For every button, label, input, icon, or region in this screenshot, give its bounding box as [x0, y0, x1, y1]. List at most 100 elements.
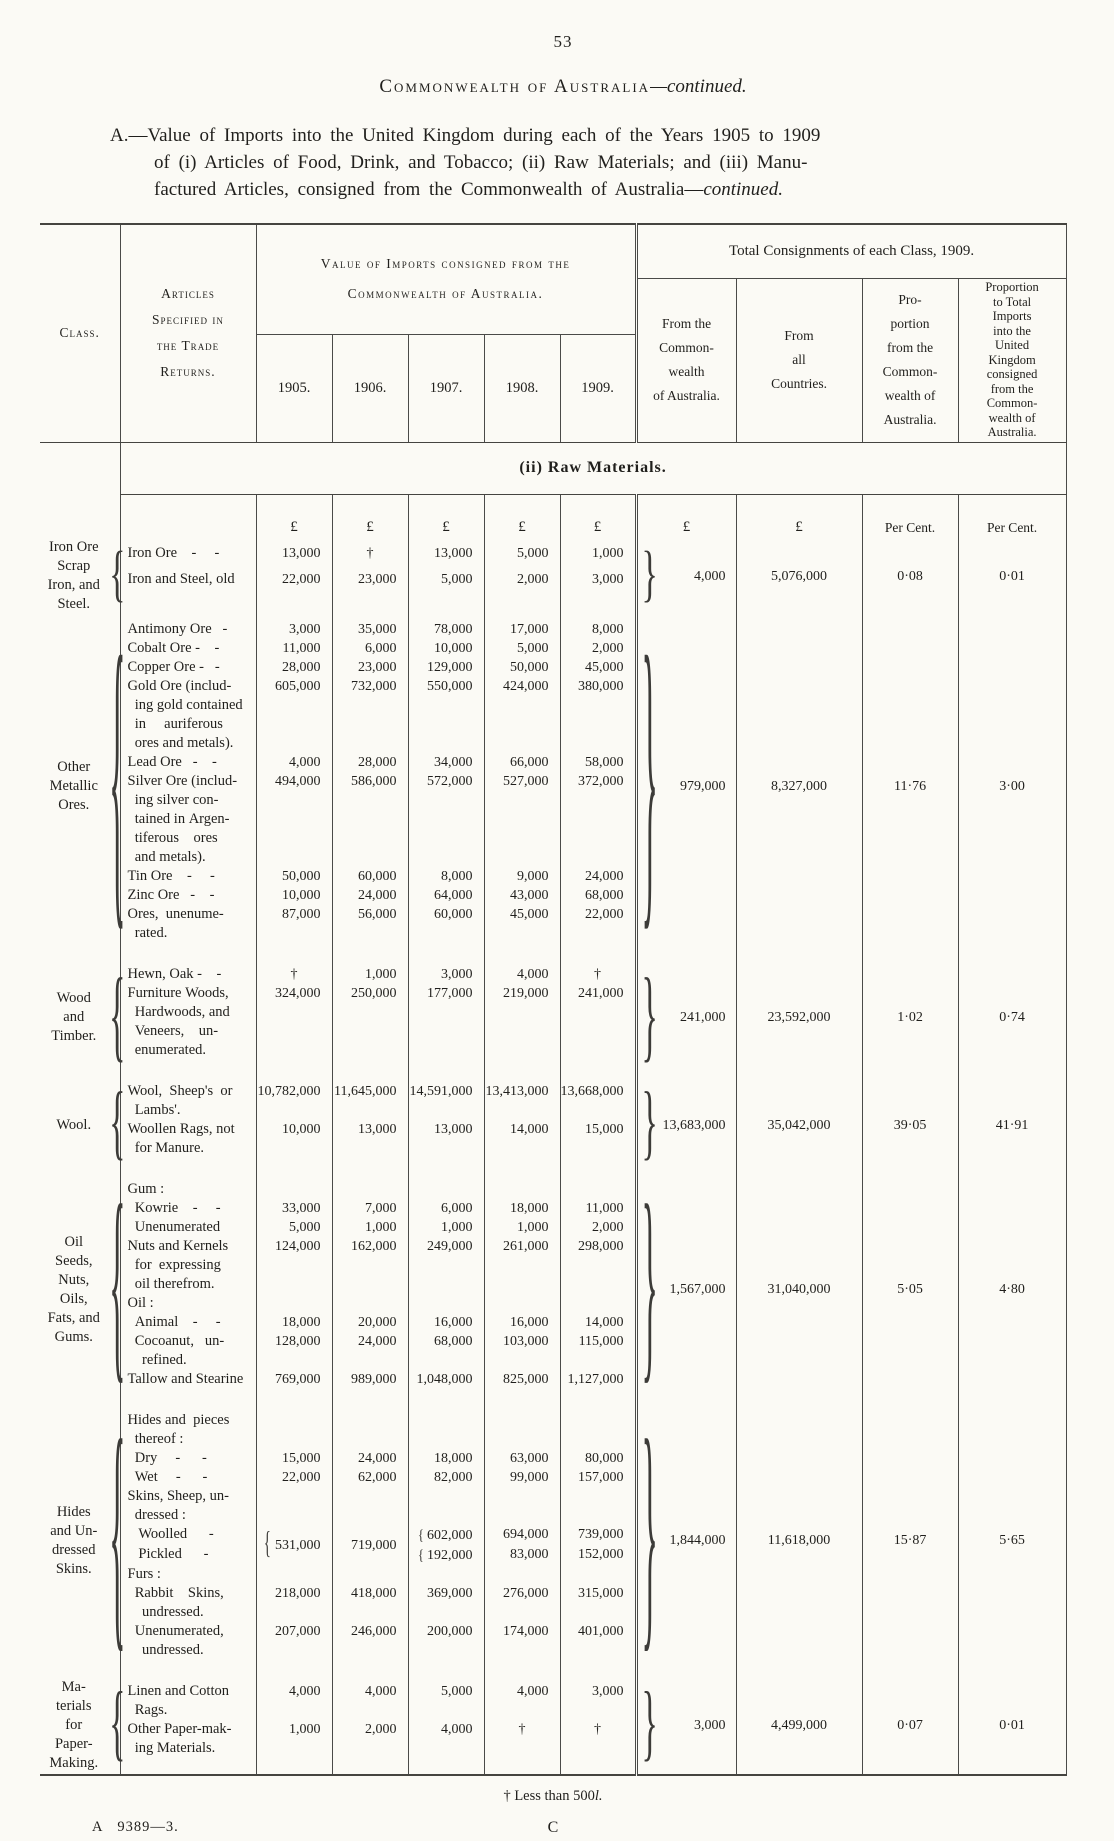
article-label: Wet - -	[119, 1468, 256, 1487]
table-row: Ma- terials for Paper- Making.{Linen and…	[40, 1676, 1067, 1775]
article-label: Furs :	[119, 1565, 256, 1584]
value-brace-icon: {	[417, 1545, 424, 1564]
units-spacer-class	[40, 494, 120, 538]
article-label: Woolled -	[119, 1525, 256, 1545]
year-value: 18,000	[255, 1313, 332, 1332]
year-value: 23,000	[331, 658, 408, 677]
class-label-text: Ma- terials for Paper- Making.	[49, 1678, 99, 1771]
caption-line-3-text: factured Articles, consigned from the Co…	[154, 179, 704, 200]
year-value: 45,000	[559, 658, 637, 677]
year-value: 15,000	[255, 1449, 332, 1468]
year-value: 24,000	[331, 886, 408, 905]
year-value: 152,000	[559, 1545, 637, 1565]
header-year-1906: 1906.	[331, 334, 408, 443]
year-value: 2,000	[559, 1218, 637, 1237]
article-label: Dry - -	[119, 1449, 256, 1468]
year-value: 4,000	[407, 1720, 484, 1775]
year-value: 50,000	[255, 867, 332, 886]
year-value: 78,000	[407, 614, 484, 639]
year-value: 739,000	[559, 1525, 637, 1545]
year-value: 586,000	[331, 772, 408, 867]
table-row: Furs :	[40, 1565, 1066, 1584]
year-value: 4,000	[483, 959, 560, 984]
year-value: 3,000	[559, 1676, 637, 1720]
year-value: 13,000	[407, 1120, 484, 1174]
year-value	[331, 1174, 408, 1199]
header-proportion-total-imports: Proportion to Total Imports into the Uni…	[957, 278, 1067, 443]
table-row: Woollen Rags, not for Manure. 10,000 13,00…	[40, 1120, 1066, 1174]
article-label: Iron and Steel, old	[119, 569, 256, 614]
year-value: 16,000	[483, 1313, 560, 1332]
total-brace-icon: }	[641, 601, 658, 962]
year-value: 2,000	[331, 1720, 408, 1775]
year-value: 207,000	[255, 1622, 332, 1676]
year-value: 1,127,000	[559, 1370, 637, 1405]
table-row: Tin Ore - -50,000 60,000 8,000 9,000 24,000	[40, 867, 1066, 886]
table-row: Rabbit Skins, undressed. 218,000 418,000 36…	[40, 1584, 1066, 1622]
unit-1907: £	[407, 494, 484, 538]
article-label: Other Paper-mak- ing Materials.	[119, 1720, 256, 1775]
table-row: Other Metallic Ores.{Antimony Ore -3,000…	[40, 614, 1067, 959]
year-value	[559, 1487, 637, 1525]
footnote-text: † Less than 500	[503, 1788, 595, 1804]
year-value: 24,000	[331, 1332, 408, 1370]
article-label: Nuts and Kernels for expressing oil ther…	[119, 1237, 256, 1294]
class-label-text: Hides and Un- dressed Skins.	[50, 1503, 98, 1577]
year-value: 87,000	[255, 905, 332, 959]
table-row: Unenumerated, undressed. 207,000 246,000 20…	[40, 1622, 1066, 1676]
table-row: Cobalt Ore - -11,000 6,000 10,000 5,000 2,00…	[40, 639, 1066, 658]
year-value: 62,000	[331, 1468, 408, 1487]
year-value: 58,000	[559, 753, 637, 772]
year-value: 13,668,000	[559, 1076, 637, 1120]
year-value: 218,000	[255, 1584, 332, 1622]
table-row: Lead Ore - -4,000 28,000 34,000 66,000 58,00…	[40, 753, 1066, 772]
article-label: Silver Ore (includ- ing silver con- tain…	[119, 772, 256, 867]
table-row: Gold Ore (includ- ing gold contained in …	[40, 677, 1066, 753]
year-value: 1,000	[331, 959, 408, 984]
table-row: Animal - -18,000 20,000 16,000 16,000 14,000	[40, 1313, 1066, 1332]
year-value: 3,000	[255, 614, 332, 639]
year-value: 369,000	[407, 1584, 484, 1622]
year-value: 1,000	[331, 1218, 408, 1237]
class-label-text: Wool.	[56, 1116, 92, 1133]
year-value: 246,000	[331, 1622, 408, 1676]
total-brace-icon: }	[641, 1677, 658, 1770]
year-value: 276,000	[483, 1584, 560, 1622]
footnote: † Less than 500l.	[40, 1788, 1066, 1805]
year-value	[407, 1487, 484, 1525]
article-label: Pickled -	[119, 1545, 256, 1565]
year-value: 1,000	[407, 1218, 484, 1237]
year-value: 45,000	[483, 905, 560, 959]
table-row: Zinc Ore - -10,000 24,000 64,000 43,000 68,0…	[40, 886, 1066, 905]
table-row: Wet - -22,000 62,000 82,000 99,000 157,000	[40, 1468, 1066, 1487]
proportion-of-total-imports: 0·01	[957, 538, 1067, 614]
year-value: 15,000	[559, 1120, 637, 1174]
year-value: 605,000	[255, 677, 332, 753]
year-value	[483, 1565, 560, 1584]
year-value: 13,000	[407, 538, 484, 570]
year-value: 424,000	[483, 677, 560, 753]
year-value	[331, 1565, 408, 1584]
class-label-text: Oil Seeds, Nuts, Oils, Fats, and Gums.	[47, 1233, 100, 1345]
year-value: 5,000	[255, 1218, 332, 1237]
article-label: Rabbit Skins, undressed.	[119, 1584, 256, 1622]
year-value: 1,000	[483, 1218, 560, 1237]
year-value: 1,000	[255, 1720, 332, 1775]
year-value: 9,000	[483, 867, 560, 886]
year-value: 6,000	[407, 1199, 484, 1218]
year-value	[483, 1405, 560, 1449]
year-value	[559, 1294, 637, 1313]
year-value: 66,000	[483, 753, 560, 772]
year-value: 14,000	[559, 1313, 637, 1332]
year-value: 17,000	[483, 614, 560, 639]
year-value: †	[559, 1720, 637, 1775]
caption-line-1: A.—Value of Imports into the United King…	[110, 125, 821, 146]
table-row: Oil Seeds, Nuts, Oils, Fats, and Gums.{G…	[40, 1174, 1067, 1405]
table-row: Tallow and Stearine 769,000 989,000 1,048,0…	[40, 1370, 1066, 1405]
class-label: Ma- terials for Paper- Making.{	[40, 1676, 125, 1775]
imports-table: Class. Articles Specified in the Trade R…	[40, 223, 1067, 1776]
class-label: Other Metallic Ores.{	[40, 614, 126, 959]
total-all-countries: 23,592,000	[735, 959, 863, 1076]
year-value: 28,000	[255, 658, 332, 677]
year-value: 35,000	[331, 614, 408, 639]
